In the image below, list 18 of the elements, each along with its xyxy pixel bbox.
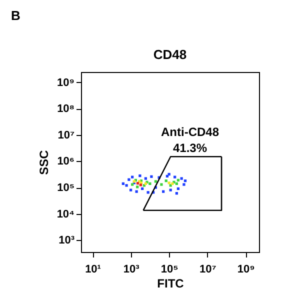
y-tick-label: 10³ bbox=[58, 234, 75, 247]
annotation: 41.3% bbox=[172, 141, 208, 155]
chart-title: CD48 bbox=[153, 47, 187, 62]
x-tick-label: 10⁹ bbox=[237, 264, 255, 276]
x-tick-label: 10⁷ bbox=[199, 264, 217, 276]
y-tick-label: 10⁵ bbox=[57, 182, 74, 194]
y-tick-label: 10⁴ bbox=[56, 208, 74, 220]
y-tick-label: 10⁷ bbox=[58, 129, 75, 142]
y-tick-label: 10⁶ bbox=[57, 156, 74, 168]
y-tick-label: 10⁹ bbox=[57, 76, 74, 89]
x-tick-label: 10⁵ bbox=[160, 264, 178, 276]
x-axis-title: FITC bbox=[157, 276, 184, 290]
x-tick-label: 10¹ bbox=[85, 264, 102, 276]
annotation: Anti-CD48 bbox=[160, 125, 220, 139]
x-tick-label: 10³ bbox=[123, 264, 140, 276]
y-tick-label: 10⁸ bbox=[57, 103, 74, 116]
y-axis-title: SSC bbox=[36, 150, 51, 175]
text: B bbox=[11, 8, 20, 23]
